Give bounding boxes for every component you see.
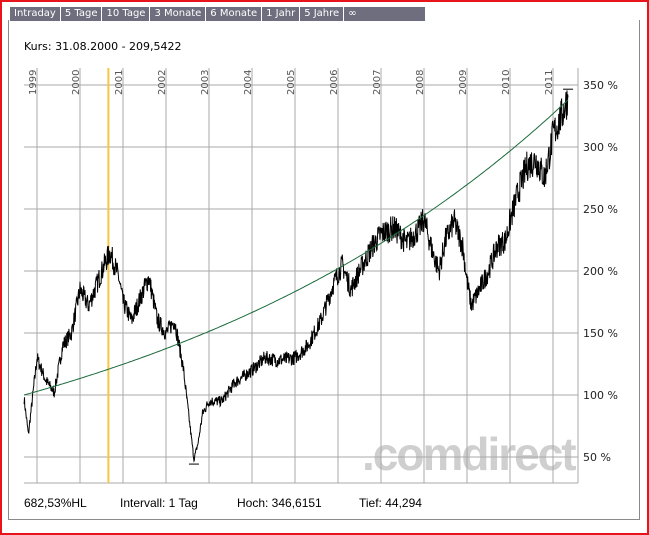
y-tick-label: 50 % bbox=[583, 451, 611, 464]
y-tick-label: 150 % bbox=[583, 327, 618, 340]
x-tick-label: 2009 bbox=[458, 70, 469, 95]
high-value: Hoch: 346,6151 bbox=[237, 496, 322, 510]
x-tick-label: 2001 bbox=[114, 70, 125, 95]
tab-6-monate[interactable]: 6 Monate bbox=[206, 7, 263, 21]
tab-10-tage[interactable]: 10 Tage bbox=[102, 7, 151, 21]
y-tick-label: 100 % bbox=[583, 389, 618, 402]
cursor-price-label: Kurs: 31.08.2000 - 209,5422 bbox=[24, 40, 182, 53]
interval-label: Intervall: 1 Tag bbox=[120, 496, 198, 510]
x-tick-label: 2006 bbox=[329, 70, 340, 95]
y-tick-label: 200 % bbox=[583, 265, 618, 278]
x-tick-label: 2011 bbox=[544, 70, 555, 95]
tab-1-jahr[interactable]: 1 Jahr bbox=[262, 7, 301, 21]
low-value: Tief: 44,294 bbox=[359, 496, 422, 510]
y-tick-label: 250 % bbox=[583, 203, 618, 216]
x-tick-label: 2002 bbox=[157, 70, 168, 95]
tab-intraday[interactable]: Intraday bbox=[10, 7, 61, 21]
x-tick-label: 2000 bbox=[71, 70, 82, 95]
tab-max[interactable]: ∞ bbox=[348, 8, 357, 19]
tab-5-jahre[interactable]: 5 Jahre bbox=[300, 7, 345, 21]
y-tick-label: 300 % bbox=[583, 141, 618, 154]
hl-percent: 682,53%HL bbox=[24, 496, 87, 510]
x-tick-label: 2005 bbox=[286, 70, 297, 95]
x-tick-label: 2003 bbox=[200, 70, 211, 95]
price-line bbox=[23, 90, 569, 463]
watermark: .comdirect bbox=[362, 428, 576, 480]
tab-5-tage[interactable]: 5 Tage bbox=[61, 7, 103, 21]
x-tick-label: 2008 bbox=[415, 70, 426, 95]
x-tick-label: 2010 bbox=[501, 70, 512, 95]
period-tabs: Intraday 5 Tage 10 Tage 3 Monate 6 Monat… bbox=[10, 7, 425, 21]
y-tick-label: 350 % bbox=[583, 79, 618, 92]
x-tick-label: 1999 bbox=[28, 70, 39, 95]
x-tick-label: 2004 bbox=[243, 70, 254, 95]
x-tick-label: 2007 bbox=[372, 70, 383, 95]
trend-line bbox=[23, 99, 569, 396]
tab-3-monate[interactable]: 3 Monate bbox=[150, 7, 207, 21]
chart-panel bbox=[8, 20, 640, 520]
